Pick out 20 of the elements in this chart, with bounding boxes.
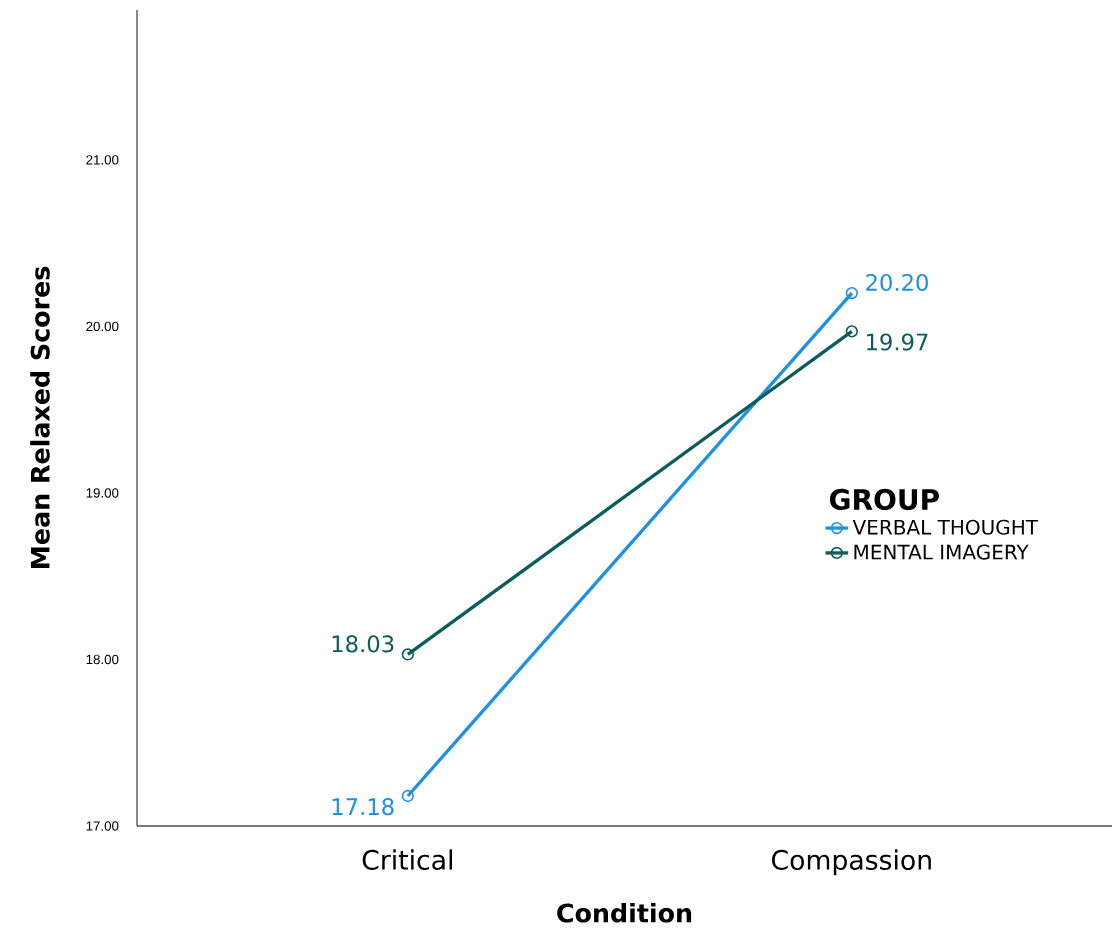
legend-label: VERBAL THOUGHT [852,519,1039,535]
data-label: 20.20 [866,273,928,292]
y-tick-label: 18.00 [86,654,119,665]
y-tick-label: 20.00 [86,321,119,332]
y-tick-label: 19.00 [86,488,119,498]
point [845,286,858,300]
legend-title: GROUP [829,488,939,511]
data-label: 19.97 [867,333,928,351]
data-label: 17.18 [332,798,394,816]
y-tick-label: 17.00 [86,821,119,831]
point [401,789,414,803]
y-axis-title: Mean Relaxed Scores [30,266,50,569]
legend-label: MENTAL IMAGERY [854,544,1029,560]
x-tick-label: Critical [362,849,452,870]
point [401,648,414,661]
x-tick-label: Compassion [772,849,931,876]
y-tick-label: 21.00 [86,155,119,165]
point [845,325,858,338]
data-label: 18.03 [332,635,394,653]
x-axis-title: Condition [557,903,692,923]
